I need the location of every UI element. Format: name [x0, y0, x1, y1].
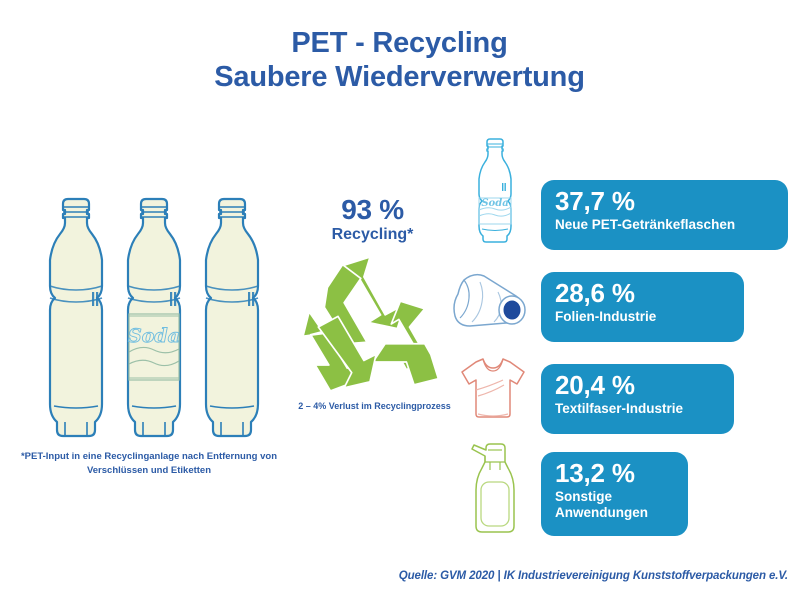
pet-bottles-illustration: Soda — [34, 186, 274, 448]
recycling-symbol-icon — [297, 248, 449, 405]
stat-label: Folien-Industrie — [555, 309, 657, 325]
stat-value: 13,2 % — [555, 458, 635, 488]
t-shirt-icon — [458, 352, 528, 427]
stat-value: 37,7 % — [555, 186, 635, 216]
soda-label-text: Soda — [128, 325, 180, 347]
film-roll-icon-svg — [453, 273, 526, 327]
stat-label: Textilfaser-Industrie — [555, 401, 684, 417]
stat-box-pet-bottles: 37,7 % Neue PET-Getränkeflaschen — [541, 180, 788, 250]
stat-value: 28,6 % — [555, 278, 635, 308]
recycling-symbol-svg — [302, 256, 440, 392]
pet-input-footnote: *PET-Input in eine Recyclinganlage nach … — [20, 451, 277, 476]
t-shirt-icon-svg — [461, 358, 525, 418]
stat-box-textile-industry: 20,4 % Textilfaser-Industrie — [541, 364, 734, 434]
icon-soda-label: Soda — [481, 198, 508, 209]
recycling-heading: 93 % Recycling* — [285, 196, 460, 245]
stat-label: Neue PET-Getränkeflaschen — [555, 217, 736, 233]
stat-box-other-applications: 13,2 % Sonstige Anwendungen — [541, 452, 688, 536]
pet-bottle-left — [48, 197, 104, 438]
title-line-2: Saubere Wiederverwertung — [214, 61, 585, 94]
stat-value: 20,4 % — [555, 370, 635, 400]
spray-bottle-icon-svg — [471, 443, 515, 533]
source-credit: Quelle: GVM 2020 | IK Industrievereinigu… — [398, 570, 788, 582]
recycling-label: Recycling* — [331, 226, 414, 243]
stat-box-film-industry: 28,6 % Folien-Industrie — [541, 272, 744, 342]
recycling-loss-note: 2 – 4% Verlust im Recyclingprozess — [298, 401, 451, 411]
recycling-percent: 93 % — [341, 194, 404, 225]
spray-bottle-icon — [466, 438, 528, 543]
pet-bottles-svg: Soda — [48, 197, 260, 438]
page-title: PET - Recycling Saubere Wiederverwertung — [0, 26, 799, 94]
soda-label: Soda — [128, 313, 180, 381]
stat-label: Sonstige Anwendungen — [555, 489, 648, 521]
pet-bottle-icon: Soda — [466, 136, 524, 249]
recycling-block: 93 % Recycling* 2 – 4% Verlust im Recycl… — [285, 196, 460, 421]
film-roll-icon — [450, 268, 528, 345]
title-line-1: PET - Recycling — [291, 27, 508, 59]
pet-bottle-middle: Soda — [126, 197, 182, 438]
pet-bottle-icon-svg: Soda — [478, 138, 512, 243]
pet-bottle-right — [204, 197, 260, 438]
